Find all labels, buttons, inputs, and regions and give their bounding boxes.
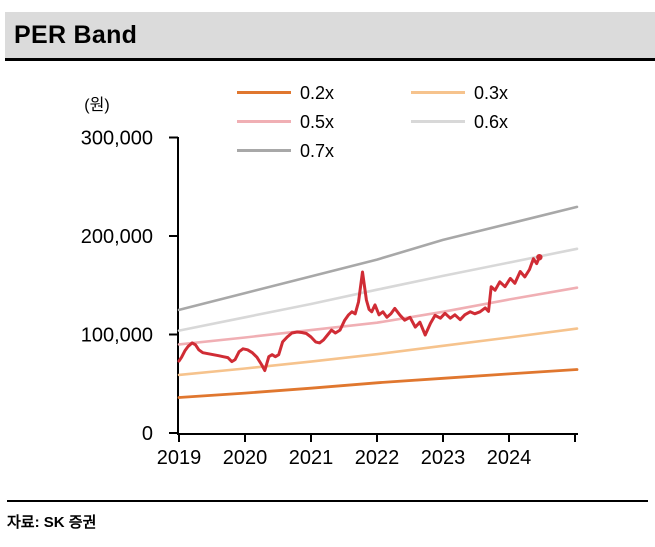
legend-line-swatch [411,120,465,123]
x-tick-label: 2022 [355,447,400,469]
y-axis-unit-label: (원) [84,97,110,114]
legend-label: 0.2x [300,82,335,103]
legend-label: 0.6x [474,111,509,132]
legend-item-0-6x: 0.6x [411,107,585,136]
legend-row: 0.5x 0.6x [237,107,585,136]
x-tick-label: 2019 [157,447,202,469]
legend-line-swatch [411,91,465,94]
legend-label: 0.7x [300,140,335,161]
source-note: 자료: SK 증권 [7,514,97,531]
legend-label: 0.5x [300,111,335,132]
chart-title: PER Band [14,20,138,49]
legend-row: 0.2x 0.3x [237,78,585,107]
series-0.3x [177,327,579,377]
x-tick-label: 2023 [421,447,466,469]
legend-item-0-2x: 0.2x [237,78,411,107]
legend-item-0-5x: 0.5x [237,107,411,136]
legend-line-swatch [237,91,291,94]
series-0.7x [177,205,579,312]
legend-item-0-7x: 0.7x [237,136,411,165]
legend-label: 0.3x [474,82,509,103]
y-tick-label: 0 [142,423,153,445]
x-tick-label: 2021 [289,447,334,469]
legend-line-swatch [237,120,291,123]
legend-row: 0.7x [237,136,585,165]
x-tick-label: 2020 [223,447,268,469]
series-0.2x [177,368,579,399]
y-tick-label: 200,000 [81,226,153,248]
series-0.6x [177,247,579,332]
series-end-dot [536,253,543,261]
legend-item-0-3x: 0.3x [411,78,585,107]
chart-legend: 0.2x 0.3x 0.5x 0.6x 0.7x [237,78,585,165]
legend-line-swatch [237,149,291,152]
footer-divider [7,500,648,502]
series-price [177,255,541,372]
y-tick-label: 300,000 [81,128,153,150]
series-0.5x [177,286,579,346]
x-tick-label: 2024 [487,447,532,469]
y-tick-label: 100,000 [81,325,153,347]
chart-title-bar: PER Band [5,12,655,61]
